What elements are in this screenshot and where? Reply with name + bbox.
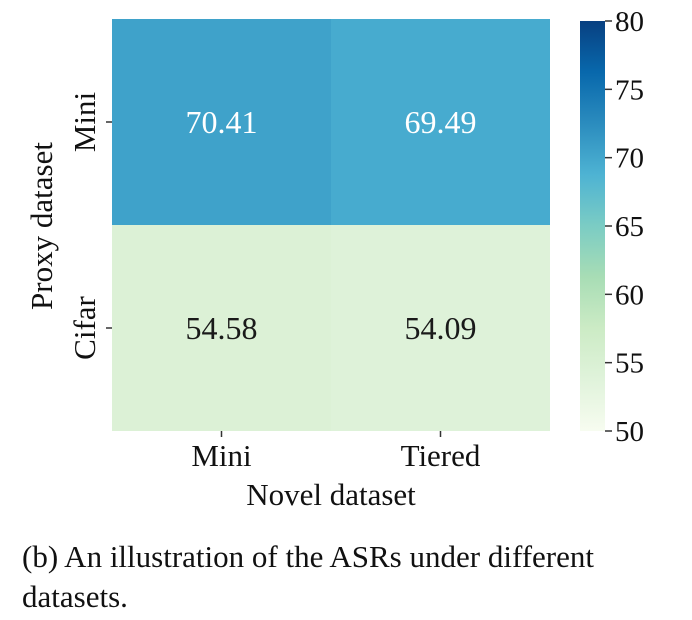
x-axis-label: Novel dataset — [246, 477, 416, 512]
heatmap-cell-labels: 70.41 69.49 54.58 54.09 — [186, 104, 477, 346]
heatmap-cell — [112, 225, 331, 431]
y-tick-labels: Mini Cifar — [67, 91, 112, 360]
colorbar-tick-label: 50 — [615, 416, 644, 448]
heatmap-cell — [331, 225, 550, 431]
heatmap-cell — [331, 19, 550, 225]
colorbar-tick-label: 80 — [615, 6, 644, 38]
colorbar-ticks: 50 55 60 65 70 75 80 — [605, 6, 644, 448]
colorbar-tick-label: 60 — [615, 279, 644, 311]
cell-value-label: 70.41 — [186, 104, 258, 140]
x-tick-label: Mini — [191, 438, 252, 473]
cell-value-label: 54.58 — [186, 310, 258, 346]
colorbar-tick-label: 70 — [615, 143, 644, 175]
y-axis-label: Proxy dataset — [24, 142, 59, 310]
heatmap-cell — [112, 19, 331, 225]
colorbar-tick-label: 65 — [615, 211, 644, 243]
heatmap-cells — [112, 19, 550, 431]
colorbar-tick-label: 55 — [615, 348, 644, 380]
x-tick-labels: Mini Tiered — [191, 431, 481, 473]
y-tick-label: Mini — [67, 91, 102, 152]
figure-caption: (b) An illustration of the ASRs under di… — [22, 539, 594, 614]
cell-value-label: 54.09 — [405, 310, 477, 346]
y-tick-label: Cifar — [67, 295, 102, 359]
heatmap-chart: 70.41 69.49 54.58 54.09 Mini Tiered Mini Cifa… — [24, 6, 644, 512]
colorbar — [580, 21, 605, 431]
x-tick-label: Tiered — [401, 438, 481, 473]
colorbar-tick-label: 75 — [615, 74, 644, 106]
cell-value-label: 69.49 — [405, 104, 477, 140]
